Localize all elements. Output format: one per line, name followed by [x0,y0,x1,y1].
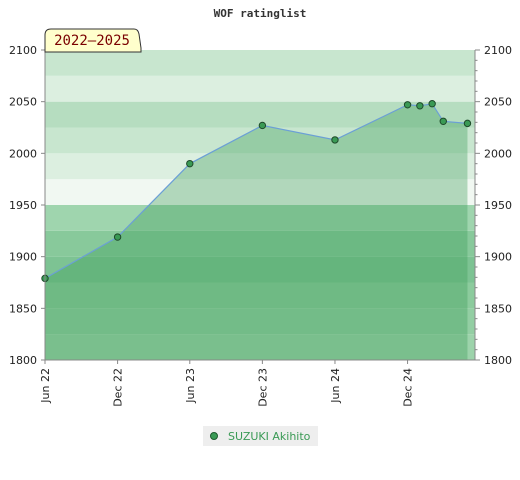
band-3 [45,256,475,283]
legend-box [203,426,318,446]
y-tick-left-label-3: 1950 [9,199,37,212]
period-badge-text: 2022–2025 [54,33,130,49]
data-point-5[interactable] [403,101,412,109]
series-line [44,103,468,279]
y-tick-left-label-0: 1800 [9,354,37,367]
band-5 [45,205,475,231]
period-badge-shape [44,28,142,53]
legend-marker [210,432,218,440]
y-tick-left-label-1: 1850 [9,302,37,315]
x-tick-label-2: Jun 23 [184,368,197,404]
y-tick-right-label-2: 1900 [484,251,512,264]
x-tick-label-3: Dec 23 [256,368,269,407]
y-ticks-right: 1800 1850 1900 1950 2000 2050 2100 [475,44,512,367]
period-badge: 2022–2025 [44,28,142,53]
data-point-9[interactable] [463,119,472,128]
band-8 [45,127,475,154]
y-tick-right-label-1: 1850 [484,302,512,315]
y-ticks-left: 1800 1850 1900 1950 2000 2050 2100 [9,44,45,367]
data-point-8[interactable] [439,117,447,126]
chart-title: WOF ratinglist [214,7,307,20]
band-6 [45,179,475,205]
x-tick-label-1: Dec 22 [112,368,125,407]
data-point-1[interactable] [113,233,122,241]
y-tick-right-label-3: 1950 [484,199,512,212]
points-layer [41,100,472,283]
x-tick-label-4: Jun 24 [329,368,342,404]
y-tick-right-label-4: 2000 [484,147,512,160]
band-1 [45,308,475,335]
band-7 [45,153,475,180]
band-2 [45,282,475,309]
x-tick-label-0: Jun 22 [39,368,52,404]
y-tick-left-label-5: 2050 [9,96,37,109]
x-tick-label-5: Dec 24 [402,368,415,407]
band-11 [45,50,475,76]
data-point-6[interactable] [416,102,424,110]
band-10 [45,75,475,102]
y-tick-left-label-2: 1900 [9,251,37,264]
y-tick-left-label-6: 2100 [9,44,37,57]
y-tick-right-label-6: 2100 [484,44,512,57]
data-point-3[interactable] [258,121,267,130]
legend-label: SUZUKI Akihito [228,430,311,443]
data-point-4[interactable] [331,136,339,144]
y-tick-right-label-0: 1800 [484,354,512,367]
y-tick-right-label-5: 2050 [484,96,512,109]
series-area [45,103,468,360]
data-point-2[interactable] [186,159,194,168]
band-0 [45,334,475,360]
y-tick-left-label-4: 2000 [9,147,37,160]
x-ticks: Jun 22 Dec 22 Jun 23 Dec 23 Jun 24 Dec 24 [39,360,415,407]
legend[interactable]: SUZUKI Akihito [203,426,318,446]
data-point-7[interactable] [428,100,436,108]
